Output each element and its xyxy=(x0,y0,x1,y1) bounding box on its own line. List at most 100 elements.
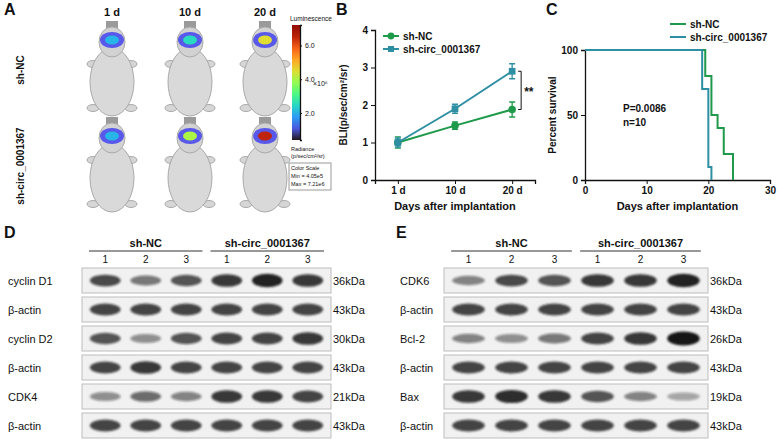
legend-item: sh-circ_0001367 xyxy=(383,44,481,55)
tick-mark xyxy=(708,180,709,184)
scale-note-box xyxy=(289,163,331,190)
tick-mark xyxy=(371,68,375,69)
tick: 4 xyxy=(362,25,375,36)
band xyxy=(130,419,161,431)
band xyxy=(538,419,571,431)
panel-label: A xyxy=(4,1,16,18)
tick: 2.0 xyxy=(300,110,315,117)
protein-label: CDK6 xyxy=(400,275,429,287)
band xyxy=(90,275,121,287)
protein-label: β-actin xyxy=(8,362,41,374)
mouse-head xyxy=(99,27,125,57)
mouse-head xyxy=(252,123,278,153)
band xyxy=(90,333,121,344)
legend-label: sh-circ_0001367 xyxy=(690,32,768,43)
band xyxy=(581,361,614,373)
band xyxy=(581,419,614,431)
axis-line xyxy=(301,26,303,141)
legend-label: sh-circ_0001367 xyxy=(403,44,481,55)
scale-note: Min = 4.05e5 xyxy=(291,173,323,179)
tick-mark xyxy=(371,30,375,31)
timepoint-label: 20 d xyxy=(254,6,276,18)
timepoint-label: 1 d xyxy=(104,6,120,18)
tick: 20 xyxy=(703,180,715,196)
mouse-body xyxy=(243,48,287,116)
mouse xyxy=(87,117,137,212)
band xyxy=(252,332,283,344)
mouse-body xyxy=(90,144,134,212)
annotation: P=0.0086 xyxy=(623,103,667,114)
tick: 10 xyxy=(642,180,654,196)
signal xyxy=(105,132,119,141)
tick-mark xyxy=(300,79,302,80)
colorbar-title: Luminescence xyxy=(290,15,332,22)
mouse-head xyxy=(252,27,278,57)
survival-line xyxy=(585,50,733,180)
band xyxy=(130,303,161,315)
blot-strip xyxy=(82,326,331,351)
series-line xyxy=(398,71,512,142)
band xyxy=(211,274,242,287)
size-label: 43kDa xyxy=(333,304,366,316)
legend-marker xyxy=(388,46,394,52)
marker xyxy=(451,122,459,130)
error-bar xyxy=(395,137,401,148)
mouse-head xyxy=(99,123,125,153)
band xyxy=(495,334,528,343)
signal-halo xyxy=(178,32,202,48)
mouse-head xyxy=(177,123,203,153)
signal-halo xyxy=(100,128,124,144)
band xyxy=(292,303,323,315)
tick-mark xyxy=(647,180,648,184)
tick-mark xyxy=(581,115,585,116)
tick-mark xyxy=(770,180,771,184)
band xyxy=(667,419,700,431)
tick-label: 1 xyxy=(362,137,368,148)
axis: 1 d10 d20 d xyxy=(376,180,536,196)
colorbar-unit: (p/sec/cm²/sr) xyxy=(291,153,325,159)
marker xyxy=(394,139,402,147)
axis-line xyxy=(586,181,771,185)
tick-mark xyxy=(300,45,302,46)
band xyxy=(130,334,161,343)
tick-label: 100 xyxy=(561,45,578,56)
band xyxy=(452,361,485,373)
protein-label: Bcl-2 xyxy=(400,333,425,345)
tick-label: 4 xyxy=(362,25,368,36)
tick-mark xyxy=(371,180,375,181)
size-label: 26kDa xyxy=(710,333,743,345)
blot-strip xyxy=(444,355,708,380)
band xyxy=(90,392,121,401)
size-label: 43kDa xyxy=(710,420,743,432)
group-label: sh-NC xyxy=(15,55,26,84)
signal-halo xyxy=(253,128,277,144)
legend-label: sh-NC xyxy=(403,31,432,42)
axis-title: Days after implantation xyxy=(394,200,516,212)
tick-label: 0 xyxy=(583,185,589,196)
axis: 050100 xyxy=(561,45,585,186)
protein-label: β-actin xyxy=(8,420,41,432)
band xyxy=(171,361,202,373)
band xyxy=(667,274,700,288)
error-bar xyxy=(452,122,458,130)
tick: 30 xyxy=(765,180,777,196)
lane-label: 2 xyxy=(509,254,515,265)
band xyxy=(495,275,528,287)
colorbar-unit: Radiance xyxy=(291,146,314,152)
mouse-body xyxy=(243,144,287,212)
lane-label: 3 xyxy=(183,254,189,265)
band xyxy=(171,303,202,315)
tick: 3 xyxy=(362,62,375,73)
axis-line xyxy=(371,31,376,181)
plot-marks xyxy=(585,50,733,180)
band xyxy=(581,332,614,344)
band xyxy=(292,274,323,287)
panel-label: C xyxy=(546,1,558,18)
tick-label: 20 d xyxy=(503,185,523,196)
band xyxy=(452,390,485,403)
tick-label: 30 xyxy=(765,185,777,196)
tick-label: 1 d xyxy=(391,185,405,196)
group-rule xyxy=(211,251,324,252)
timepoint-label: 10 d xyxy=(179,6,201,18)
mouse xyxy=(240,21,290,116)
